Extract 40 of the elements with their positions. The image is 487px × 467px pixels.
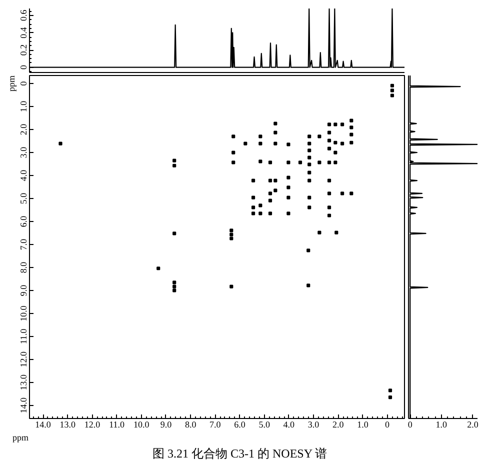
y-tick-label: 1.0: [18, 100, 28, 112]
y-tick-label: 6.0: [18, 215, 28, 228]
y-axis-title: ppm: [6, 75, 16, 92]
x-tick-label: 2.0: [332, 420, 344, 430]
x-tick-label: 11.0: [109, 420, 126, 430]
x-tick-label: 5.0: [258, 420, 270, 430]
x-tick-label: 0: [385, 420, 390, 430]
y-tick-label: 9.0: [18, 284, 28, 296]
x-tick-label: 0: [408, 420, 413, 430]
x-tick-label: 7.0: [210, 420, 222, 430]
x-tick-label: 12.0: [84, 420, 101, 430]
y-tick-label: 0.2: [18, 44, 28, 56]
x-tick-label: 1.0: [436, 420, 448, 430]
y-tick-label: 5.0: [18, 192, 28, 204]
y-tick-label: 13.0: [18, 374, 28, 390]
y-tick-label: 0.6: [18, 9, 28, 22]
y-tick-label: 14.0: [18, 397, 28, 414]
y-tick-label: 0: [18, 80, 28, 86]
y-tick-label: 3.0: [18, 146, 28, 158]
y-tick-label: 4.0: [18, 169, 28, 182]
y-tick-label: 7.0: [18, 238, 28, 250]
y-tick-label: 11.0: [18, 328, 28, 344]
y-tick-label: 8.0: [18, 261, 28, 274]
y-tick-label: 0.4: [18, 26, 28, 38]
x-axis-title: ppm: [12, 432, 29, 442]
x-tick-label: 1.0: [357, 420, 369, 430]
x-tick-label: 10.0: [134, 420, 150, 430]
y-tick-label: 0: [18, 64, 28, 70]
x-tick-label: 6.0: [234, 420, 246, 430]
x-tick-label: 8.0: [184, 420, 197, 430]
y-tick-label: 12.0: [18, 351, 28, 368]
x-tick-label: 2.0: [467, 420, 479, 430]
caption: 图 3.21 化合物 C3-1 的 NOESY 谱: [152, 446, 328, 460]
x-tick-label: 9.0: [160, 420, 172, 430]
x-tick-label: 4.0: [283, 420, 296, 430]
x-tick-label: 13.0: [60, 420, 76, 430]
x-tick-label: 14.0: [35, 420, 52, 430]
y-tick-label: 2.0: [18, 123, 28, 136]
x-tick-label: 3.0: [308, 420, 320, 430]
y-tick-label: 10.0: [18, 305, 28, 322]
